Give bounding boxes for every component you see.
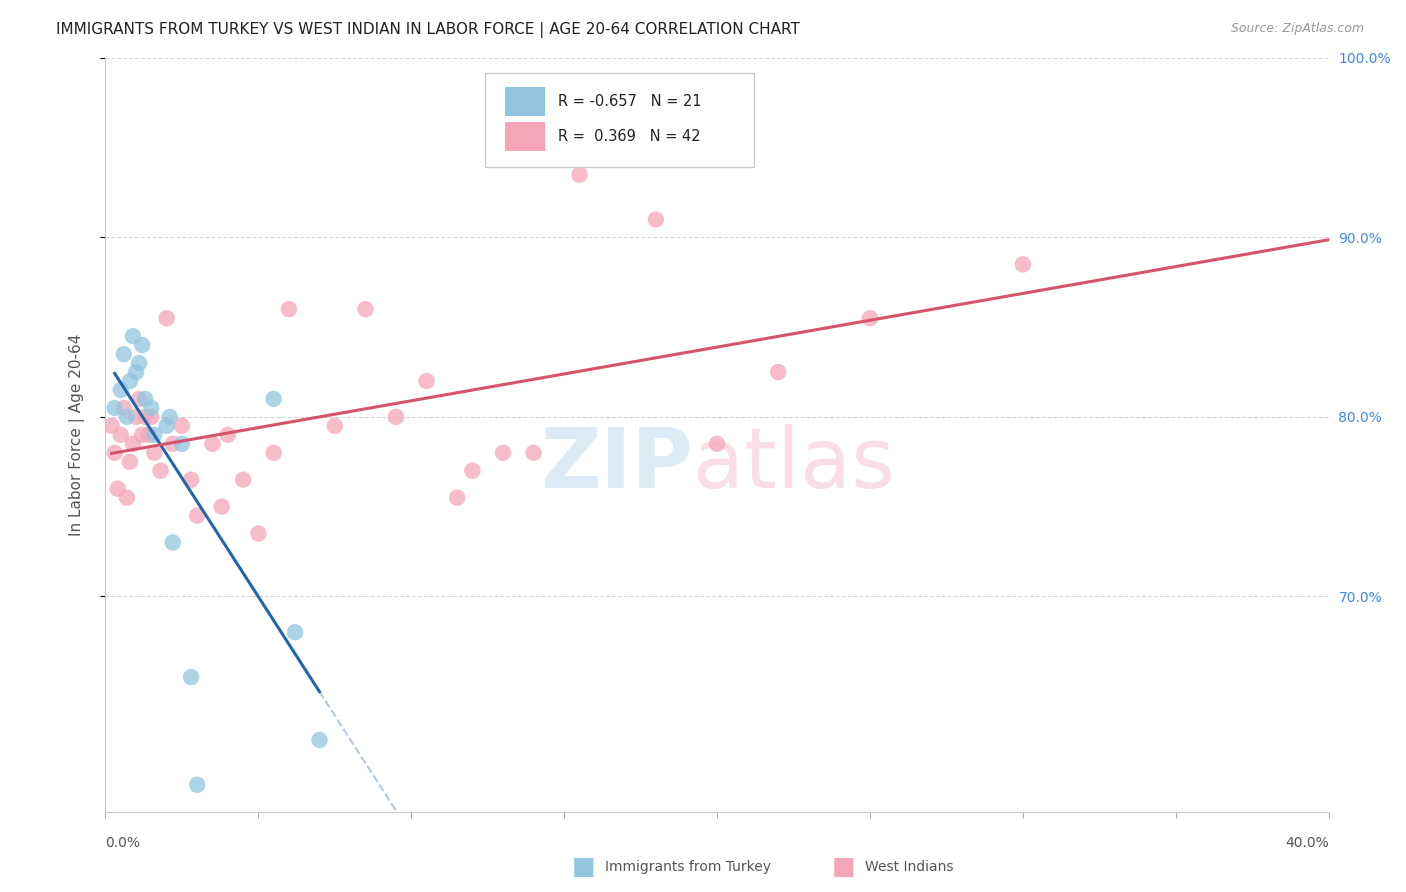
FancyBboxPatch shape	[505, 122, 544, 151]
Point	[143, 446, 166, 460]
Point	[644, 212, 668, 227]
Point	[415, 374, 437, 388]
Point	[131, 338, 153, 352]
Point	[104, 446, 127, 460]
Point	[136, 428, 159, 442]
Point	[284, 625, 307, 640]
Point	[115, 409, 138, 424]
Point	[156, 311, 179, 326]
Text: R = -0.657   N = 21: R = -0.657 N = 21	[558, 95, 702, 109]
Point	[354, 302, 377, 317]
Point	[112, 347, 135, 361]
Point	[110, 383, 132, 397]
Point	[568, 168, 591, 182]
Text: ■: ■	[832, 855, 855, 879]
Point	[446, 491, 468, 505]
Point	[385, 409, 408, 424]
Point	[706, 437, 728, 451]
Point	[162, 535, 184, 549]
Point	[143, 428, 166, 442]
Point	[141, 401, 163, 415]
FancyBboxPatch shape	[485, 73, 754, 168]
Point	[156, 418, 179, 433]
Point	[122, 437, 145, 451]
Point	[186, 778, 208, 792]
Point	[232, 473, 254, 487]
Point	[217, 428, 239, 442]
Point	[859, 311, 882, 326]
Point	[162, 437, 184, 451]
Point	[278, 302, 301, 317]
Point	[768, 365, 790, 379]
Point	[115, 491, 138, 505]
Point	[170, 418, 193, 433]
Point	[522, 446, 544, 460]
Point	[131, 428, 153, 442]
Point	[461, 464, 484, 478]
Y-axis label: In Labor Force | Age 20-64: In Labor Force | Age 20-64	[69, 334, 84, 536]
Text: Source: ZipAtlas.com: Source: ZipAtlas.com	[1230, 22, 1364, 36]
Point	[125, 409, 148, 424]
Point	[211, 500, 233, 514]
Text: atlas: atlas	[693, 425, 894, 506]
Point	[247, 526, 270, 541]
Point	[263, 392, 285, 406]
Point	[134, 409, 156, 424]
Point	[1011, 257, 1033, 271]
Point	[180, 473, 202, 487]
Point	[186, 508, 208, 523]
Text: Immigrants from Turkey: Immigrants from Turkey	[605, 860, 770, 874]
Text: 0.0%: 0.0%	[105, 836, 141, 850]
Point	[141, 409, 163, 424]
Text: 40.0%: 40.0%	[1285, 836, 1329, 850]
Point	[492, 446, 515, 460]
Point	[125, 365, 148, 379]
Text: IMMIGRANTS FROM TURKEY VS WEST INDIAN IN LABOR FORCE | AGE 20-64 CORRELATION CHA: IMMIGRANTS FROM TURKEY VS WEST INDIAN IN…	[56, 22, 800, 38]
Point	[134, 392, 156, 406]
Point	[104, 401, 127, 415]
Point	[107, 482, 129, 496]
Text: ■: ■	[572, 855, 595, 879]
Text: R =  0.369   N = 42: R = 0.369 N = 42	[558, 128, 700, 144]
Point	[201, 437, 224, 451]
Point	[128, 392, 150, 406]
Point	[100, 418, 122, 433]
Point	[110, 428, 132, 442]
Point	[149, 464, 172, 478]
Point	[118, 455, 141, 469]
Point	[308, 733, 330, 747]
Point	[112, 401, 135, 415]
Point	[180, 670, 202, 684]
Point	[170, 437, 193, 451]
Point	[323, 418, 346, 433]
Point	[159, 409, 181, 424]
Point	[122, 329, 145, 343]
Point	[263, 446, 285, 460]
Text: West Indians: West Indians	[865, 860, 953, 874]
FancyBboxPatch shape	[505, 87, 544, 116]
Point	[118, 374, 141, 388]
Text: ZIP: ZIP	[540, 425, 693, 506]
Point	[128, 356, 150, 370]
